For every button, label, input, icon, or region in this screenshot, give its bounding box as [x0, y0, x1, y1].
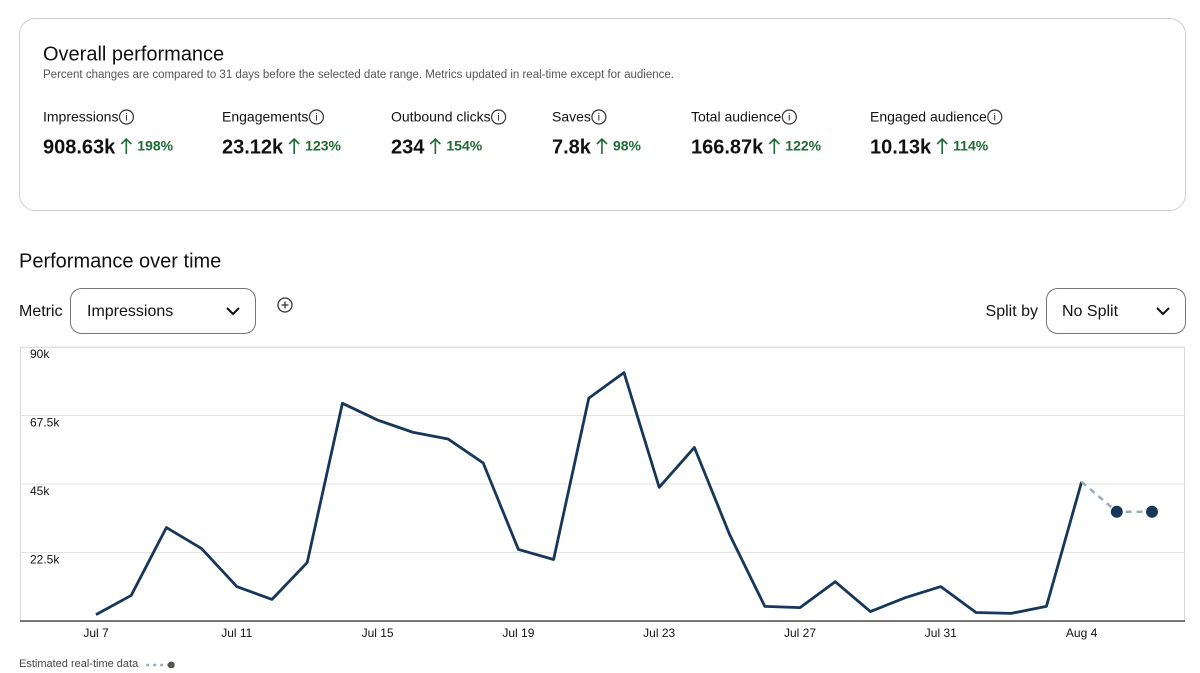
chevron[interactable]: [226, 307, 240, 316]
card-title: Overall performance: [43, 43, 224, 65]
up-arrow: [429, 137, 441, 154]
estimated-point: [1110, 505, 1123, 518]
metric-name: Engaged audience: [870, 109, 987, 125]
metric-change: 98%: [613, 138, 642, 154]
y-tick-label: 45k: [30, 484, 50, 498]
metric-change: 198%: [137, 138, 173, 154]
info-icon: [987, 109, 1003, 125]
card-subtitle: Percent changes are compared to 31 days …: [43, 69, 674, 81]
y-tick-label: 90k: [30, 347, 50, 361]
x-tick-label: Jul 31: [925, 626, 957, 640]
split-dropdown[interactable]: No Split: [1046, 288, 1186, 334]
dropdown-value[interactable]: Impressions: [87, 303, 173, 320]
info-icon: [308, 109, 325, 125]
dropdown-box[interactable]: [1046, 288, 1186, 334]
up-arrow: [936, 137, 948, 154]
metrics: Impressions i 908.63k 198% Engagements i 23.12…: [43, 109, 1003, 158]
section-title: Performance over time: [19, 250, 221, 272]
up-arrow: [596, 137, 608, 154]
chevron[interactable]: [1156, 307, 1170, 316]
metric-change: 154%: [446, 138, 482, 154]
estimated-point: [1146, 505, 1158, 518]
metric-label: Metric: [19, 303, 63, 320]
metric-change: 123%: [305, 138, 341, 154]
x-tick-label: Jul 27: [784, 626, 816, 640]
metric-value: 23.12k: [222, 136, 284, 158]
x-tick-label: Aug 4: [1066, 626, 1098, 640]
metric-name: Engagements: [222, 109, 308, 125]
metric-name: Saves: [552, 109, 591, 125]
info-icon: [591, 109, 607, 125]
dropdown-value[interactable]: No Split: [1062, 303, 1119, 320]
dropdown-box[interactable]: [70, 288, 256, 334]
up-arrow: [768, 137, 780, 154]
plus-icon[interactable]: [277, 297, 293, 313]
metric-name: Impressions: [43, 109, 118, 125]
data-line: [95, 371, 1083, 616]
metric-value: 7.8k: [552, 136, 592, 158]
split-label: Split by: [986, 303, 1038, 320]
metric-name: Total audience: [691, 109, 782, 125]
summary-card: [19, 18, 1186, 211]
info-icon-i: i: [315, 113, 317, 124]
legend-dot: [167, 661, 175, 669]
chart: 22.5k 45k 67.5k 90k Jul 7 Jul 11 Jul 15 Jul 19 J…: [19, 346, 1185, 670]
metric-value: 908.63k: [43, 136, 116, 158]
info-icon: [118, 109, 135, 125]
info-icon-i: i: [788, 113, 790, 124]
info-icon-i: i: [497, 113, 499, 124]
metric-name: Outbound clicks: [391, 109, 491, 125]
add-metric[interactable]: [277, 297, 293, 313]
y-tick-label: 22.5k: [30, 553, 60, 567]
x-tick-label: Jul 23: [643, 626, 675, 640]
x-tick-label: Jul 7: [83, 626, 109, 640]
x-tick-label: Jul 15: [362, 626, 394, 640]
up-arrow: [288, 137, 300, 154]
info-icon: [491, 109, 507, 125]
metric-value: 166.87k: [691, 136, 764, 158]
y-tick-label: 67.5k: [30, 416, 60, 430]
x-tick-label: Jul 11: [221, 626, 252, 640]
info-icon-i: i: [598, 113, 600, 124]
info-icon: [781, 109, 797, 125]
info-icon-i: i: [125, 113, 127, 124]
up-arrow: [120, 137, 132, 154]
plus-icon-cross[interactable]: [281, 301, 289, 309]
metric-value: 234: [391, 136, 425, 158]
legend-label: Estimated real-time data: [19, 658, 139, 668]
metric-change: 114%: [953, 138, 989, 154]
metric-dropdown[interactable]: Impressions: [70, 288, 256, 334]
metric-change: 122%: [785, 138, 821, 154]
metric-value: 10.13k: [870, 136, 932, 158]
info-icon-i: i: [994, 113, 996, 124]
x-tick-label: Jul 19: [502, 626, 534, 640]
